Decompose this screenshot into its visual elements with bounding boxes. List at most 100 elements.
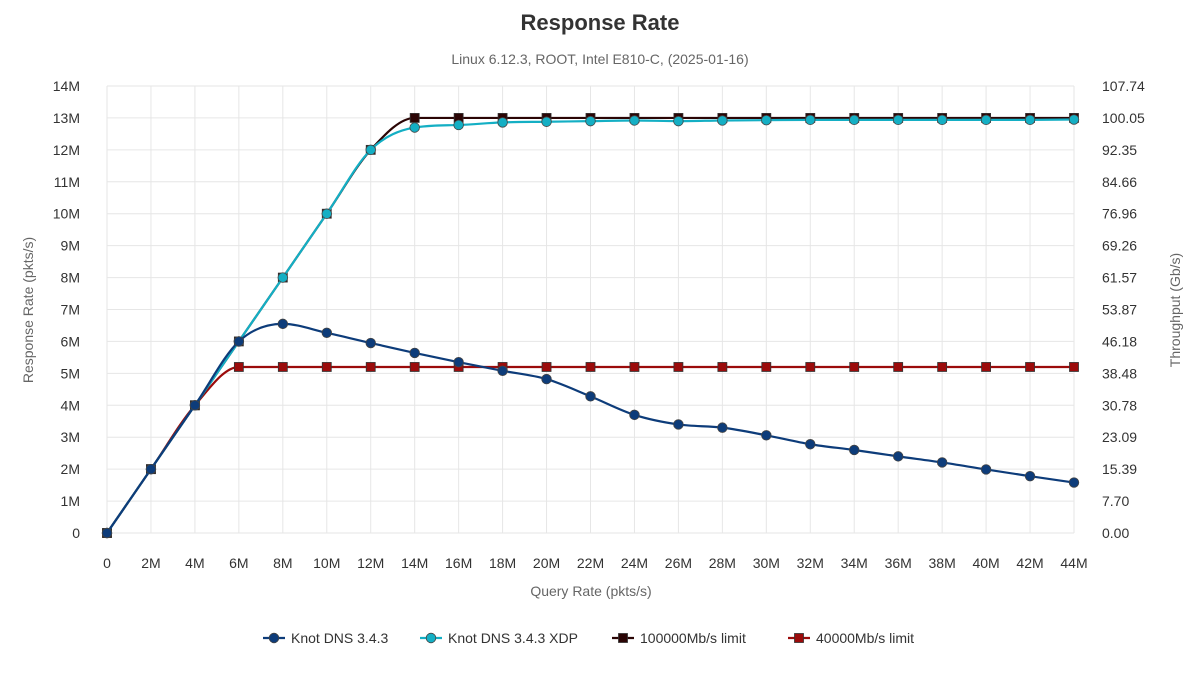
data-point[interactable] [541,373,552,385]
data-point[interactable] [673,362,684,372]
data-point[interactable] [849,444,860,456]
y2-tick-label: 69.26 [1102,238,1137,254]
legend-item[interactable]: Knot DNS 3.4.3 XDP [420,630,578,646]
x-tick-label: 44M [1060,555,1087,571]
data-point[interactable] [453,356,464,368]
data-point[interactable] [233,362,244,372]
x-tick-label: 24M [621,555,648,571]
data-point[interactable] [717,115,728,126]
data-point[interactable] [936,457,948,468]
y2-tick-label: 84.66 [1102,174,1137,190]
x-tick-label: 10M [313,555,340,571]
data-point[interactable] [585,115,596,127]
x-tick-label: 16M [445,555,472,571]
data-point[interactable] [1069,362,1079,372]
y-tick-label: 7M [61,302,80,318]
y-tick-label: 0 [72,525,80,541]
data-point[interactable] [497,365,508,377]
legend-item[interactable]: 40000Mb/s limit [788,630,914,646]
data-point[interactable] [409,122,420,133]
data-point[interactable] [321,362,332,372]
data-point[interactable] [717,362,728,372]
y-tick-label: 8M [61,270,80,286]
y-tick-label: 4M [61,397,80,413]
data-point[interactable] [585,391,596,402]
data-point[interactable] [981,362,991,372]
data-point[interactable] [277,272,289,283]
data-point[interactable] [277,318,289,330]
legend-label: Knot DNS 3.4.3 XDP [448,630,578,646]
series-layer [101,113,1080,539]
data-point[interactable] [1068,114,1080,125]
y-tick-label: 9M [61,238,80,254]
data-point[interactable] [629,362,640,372]
y-tick-label: 5M [61,365,80,381]
data-point[interactable] [277,362,288,372]
data-point[interactable] [409,113,420,123]
data-point[interactable] [101,527,113,539]
data-point[interactable] [497,117,508,128]
data-point[interactable] [365,337,376,349]
x-tick-label: 38M [929,555,956,571]
data-point[interactable] [937,362,948,372]
y-tick-label: 3M [61,429,80,445]
x-tick-label: 2M [141,555,160,571]
x-tick-label: 4M [185,555,204,571]
data-point[interactable] [980,464,992,475]
data-point[interactable] [805,362,816,372]
data-point[interactable] [365,144,376,156]
y-axis-left: 0 1M 2M 3M 4M 5M 6M 7M 8M 9M 10M 11M 12M 13M 14M [53,78,80,541]
y-tick-label: 1M [61,493,80,509]
data-point[interactable] [629,409,640,421]
data-point[interactable] [761,114,772,126]
data-point[interactable] [145,463,157,475]
y2-tick-label: 15.39 [1102,461,1137,477]
x-tick-label: 26M [665,555,692,571]
y2-tick-label: 92.35 [1102,142,1137,158]
legend[interactable]: Knot DNS 3.4.3 Knot DNS 3.4.3 XDP 100000Mb… [263,630,914,646]
data-point[interactable] [409,347,420,359]
data-point[interactable] [805,114,816,126]
data-point[interactable] [1025,362,1035,372]
data-point[interactable] [892,114,904,126]
y2-tick-label: 0.00 [1102,525,1129,541]
y-tick-label: 2M [61,461,80,477]
data-point[interactable] [849,114,860,126]
data-point[interactable] [717,422,728,433]
series-1 [101,318,1080,539]
data-point[interactable] [541,362,552,372]
data-point[interactable] [673,419,684,430]
data-point[interactable] [1068,477,1080,488]
legend-item[interactable]: 100000Mb/s limit [612,630,746,646]
data-point[interactable] [1024,114,1036,126]
data-point[interactable] [761,362,772,372]
data-point[interactable] [629,115,640,126]
data-point[interactable] [1024,470,1036,482]
data-point[interactable] [321,327,332,339]
data-point[interactable] [849,362,860,372]
x-axis-title: Query Rate (pkts/s) [530,583,651,599]
data-point[interactable] [321,208,332,219]
data-point[interactable] [980,114,992,126]
y2-tick-label: 38.48 [1102,365,1137,381]
data-point[interactable] [936,114,948,126]
y2-tick-label: 53.87 [1102,302,1137,318]
data-point[interactable] [233,336,245,347]
legend-item[interactable]: Knot DNS 3.4.3 [263,630,388,646]
data-point[interactable] [893,362,904,372]
legend-marker [794,633,804,643]
data-point[interactable] [892,451,904,462]
data-point[interactable] [673,115,684,127]
data-point[interactable] [585,362,596,372]
data-point[interactable] [365,362,376,372]
legend-marker [618,633,628,643]
legend-label: 100000Mb/s limit [640,630,746,646]
data-point[interactable] [453,119,464,131]
data-point[interactable] [189,400,201,411]
legend-label: 40000Mb/s limit [816,630,914,646]
data-point[interactable] [409,362,420,372]
data-point[interactable] [541,116,552,127]
data-point[interactable] [805,439,816,450]
chart-title: Response Rate [521,10,680,35]
data-point[interactable] [761,430,772,441]
